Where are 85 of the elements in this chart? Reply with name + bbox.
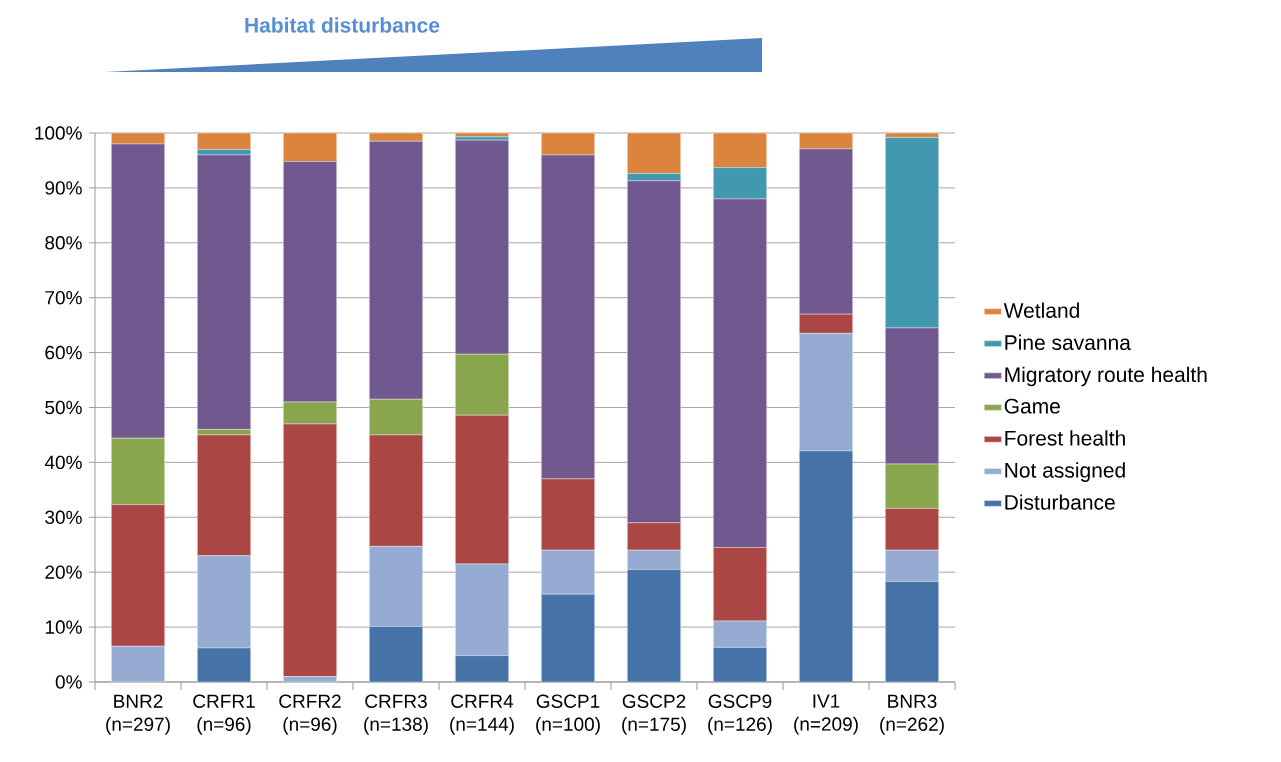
bar (799, 313, 853, 334)
bar (455, 132, 509, 138)
bar (369, 546, 423, 627)
bar (885, 137, 939, 329)
bar (369, 626, 423, 683)
bar (455, 139, 509, 355)
x-tick-label: CRFR2 (n=96) (279, 694, 341, 735)
y-tick-label: 90% (45, 181, 82, 195)
y-tick-label: 60% (45, 345, 82, 360)
bar (197, 434, 251, 557)
y-tick-label: 50% (45, 400, 82, 415)
x-tick-label: BNR3 (n=262) (880, 694, 944, 735)
bar (541, 593, 595, 683)
bar (455, 414, 509, 565)
bar (627, 180, 681, 524)
y-tick-label: 70% (45, 290, 82, 305)
bar (455, 563, 509, 656)
bar (369, 140, 423, 400)
bar (111, 143, 165, 439)
bar (111, 504, 165, 647)
y-tick-label: 0% (55, 675, 82, 689)
bar (283, 676, 337, 683)
bar (627, 173, 681, 182)
bar (885, 327, 939, 465)
bar (111, 646, 165, 683)
bar (627, 522, 681, 551)
bar (283, 132, 337, 162)
bar (627, 569, 681, 683)
bar (799, 333, 853, 452)
bar (885, 581, 939, 683)
legend-label: Pine savanna (1005, 334, 1131, 351)
bar (541, 478, 595, 551)
bar (369, 132, 423, 142)
bar (713, 167, 767, 200)
y-tick-label: 10% (45, 620, 82, 634)
bar (455, 353, 509, 416)
bar (713, 647, 767, 683)
y-tick-label: 20% (45, 565, 82, 579)
bar (369, 434, 423, 547)
x-tick-label: GSCP2 (n=175) (622, 694, 686, 735)
bar (713, 132, 767, 168)
x-tick-label: BNR2 (n=297) (106, 694, 170, 735)
legend-label: Forest health (1005, 430, 1125, 446)
x-tick-label: GSCP9 (n=126) (708, 694, 772, 735)
bar (455, 655, 509, 683)
legend-label: Disturbance (1005, 494, 1115, 510)
legend-label: Game (1004, 398, 1060, 414)
bar (541, 549, 595, 595)
bar (197, 154, 251, 430)
bar (885, 508, 939, 551)
bar (197, 555, 251, 649)
bar (283, 161, 337, 403)
bar (885, 463, 939, 509)
bar (713, 620, 767, 648)
bar (283, 423, 337, 677)
bar (541, 154, 595, 480)
bar (713, 547, 767, 622)
x-tick-label: GSCP1 (n=100) (536, 694, 600, 735)
bar (627, 132, 681, 174)
bar (369, 398, 423, 436)
bar (197, 132, 251, 150)
bar (799, 450, 853, 683)
bar (799, 148, 853, 315)
y-tick-label: 40% (44, 455, 82, 470)
bar (197, 647, 251, 683)
bar (283, 401, 337, 425)
x-tick-label: CRFR3 (n=138) (364, 694, 428, 735)
x-tick-label: CRFR1 (n=96) (193, 694, 255, 735)
bar (885, 132, 939, 138)
bar (713, 198, 767, 548)
y-tick-label: 100% (35, 126, 82, 140)
chart-title: Habitat disturbance (245, 17, 440, 33)
legend-label: Not assigned (1005, 462, 1125, 482)
legend-label: Wetland (1003, 302, 1079, 318)
y-tick-label: 80% (45, 236, 82, 250)
x-tick-label: IV1 (n=209) (794, 694, 858, 735)
bar (627, 549, 681, 570)
bar (799, 132, 853, 150)
bar (111, 132, 165, 145)
bar (885, 549, 939, 582)
bar (111, 437, 165, 505)
y-tick-label: 30% (45, 510, 82, 525)
x-tick-label: CRFR4 (n=144) (450, 694, 514, 735)
legend-label: Migratory route health (1005, 366, 1207, 387)
bar (541, 132, 595, 156)
